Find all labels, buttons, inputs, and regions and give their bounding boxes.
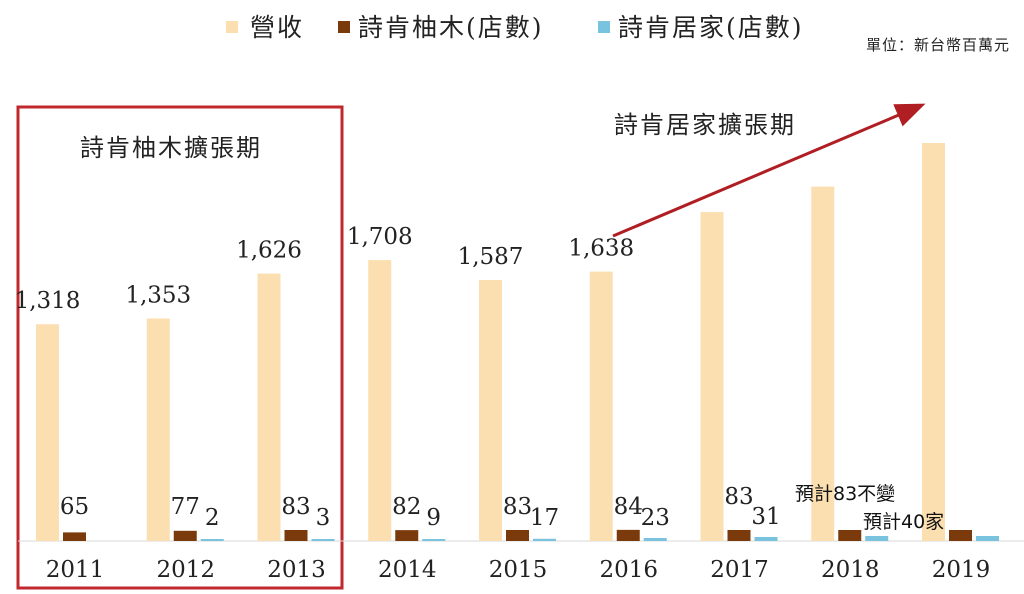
bar-home-stores-2012 — [200, 539, 224, 541]
bar-teak-stores-2013 — [284, 530, 308, 541]
bar-teak-stores-2012 — [173, 530, 197, 541]
bar-revenue-2014 — [368, 260, 392, 541]
bar-home-stores-2014 — [422, 539, 446, 541]
bar-teak-stores-2019 — [949, 530, 972, 541]
bar-teak-stores-2018 — [838, 530, 862, 541]
home-expansion-arrow — [612, 103, 926, 238]
x-tick-2011: 2011 — [46, 557, 105, 583]
x-tick-2019: 2019 — [932, 557, 991, 583]
label-revenue-2011: 1,318 — [15, 288, 81, 314]
label-teak-stores-2017: 83 — [724, 484, 753, 510]
label-revenue-2015: 1,587 — [458, 244, 524, 270]
note-2018-home: 預計40家 — [863, 511, 944, 533]
bar-revenue-2012 — [146, 318, 170, 541]
label-teak-stores-2015: 83 — [503, 494, 532, 520]
chart-legend: 營收 詩肯柚木(店數) 詩肯居家(店數) — [226, 13, 804, 42]
bar-teak-stores-2011 — [63, 532, 86, 541]
bar-teak-stores-2016 — [616, 529, 640, 541]
x-tick-2016: 2016 — [599, 557, 658, 583]
label-teak-stores-2013: 83 — [281, 494, 310, 520]
label-home-stores-2016: 23 — [641, 505, 670, 531]
bar-home-stores-2013 — [311, 539, 335, 541]
label-home-stores-2014: 9 — [426, 505, 441, 531]
home-expansion-label: 詩肯居家擴張期 — [614, 111, 796, 139]
bar-revenue-2011 — [36, 324, 59, 541]
note-2018-teak: 預計83不變 — [795, 483, 895, 505]
x-tick-2014: 2014 — [378, 557, 437, 583]
bar-teak-stores-2017 — [727, 530, 751, 541]
teak-expansion-box — [16, 105, 344, 590]
label-home-stores-2012: 2 — [205, 505, 220, 531]
x-tick-2015: 2015 — [489, 557, 548, 583]
label-home-stores-2017: 31 — [751, 504, 780, 530]
bar-home-stores-2018 — [865, 536, 889, 541]
label-revenue-2014: 1,708 — [347, 224, 413, 250]
legend-label-revenue: 營收 — [250, 13, 304, 42]
bar-revenue-2015 — [479, 279, 502, 541]
bar-home-stores-2015 — [533, 538, 556, 541]
label-teak-stores-2016: 84 — [614, 494, 643, 520]
label-revenue-2013: 1,626 — [236, 238, 302, 264]
label-teak-stores-2014: 82 — [392, 494, 421, 520]
bar-home-stores-2017 — [754, 536, 778, 541]
unit-label: 單位：新台幣百萬元 — [866, 36, 1010, 54]
bar-home-stores-2019 — [976, 536, 999, 541]
label-home-stores-2013: 3 — [316, 505, 331, 531]
label-revenue-2016: 1,638 — [568, 236, 634, 262]
x-tick-2012: 2012 — [156, 557, 215, 583]
label-home-stores-2015: 17 — [530, 505, 559, 531]
legend-label-home-stores: 詩肯居家(店數) — [618, 13, 804, 42]
legend-swatch-home-stores — [598, 21, 610, 33]
bar-teak-stores-2015 — [506, 530, 529, 541]
label-teak-stores-2012: 77 — [171, 494, 200, 520]
legend-label-teak-stores: 詩肯柚木(店數) — [358, 13, 544, 42]
legend-swatch-revenue — [226, 21, 238, 33]
x-tick-2017: 2017 — [710, 557, 769, 583]
bar-revenue-2013 — [257, 273, 281, 541]
x-tick-2013: 2013 — [267, 557, 326, 583]
label-revenue-2012: 1,353 — [125, 282, 191, 308]
bar-revenue-2018 — [811, 186, 835, 541]
bar-teak-stores-2014 — [395, 530, 419, 541]
bar-home-stores-2016 — [643, 538, 667, 541]
bar-revenue-2019 — [922, 143, 945, 541]
label-teak-stores-2011: 65 — [60, 494, 89, 520]
x-tick-2018: 2018 — [821, 557, 880, 583]
teak-expansion-label: 詩肯柚木擴張期 — [80, 134, 262, 162]
legend-swatch-teak-stores — [338, 21, 350, 33]
bar-revenue-2016 — [589, 271, 613, 541]
bar-revenue-2017 — [700, 212, 724, 541]
